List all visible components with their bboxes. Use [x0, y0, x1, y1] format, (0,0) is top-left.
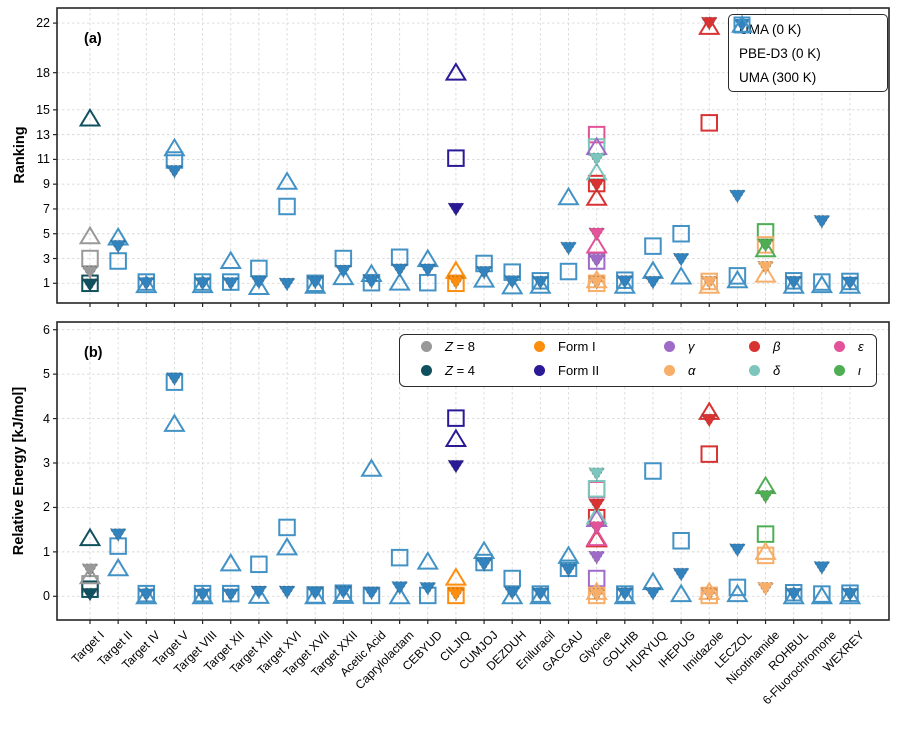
form-color-dot-icon	[664, 365, 675, 376]
form-legend-item-beta: β	[749, 339, 780, 354]
form-legend-item-FormII: Form II	[534, 363, 599, 378]
series-legend-item-pbe: PBE-D3 (0 K)	[729, 16, 887, 61]
panel-a-letter: (a)	[84, 31, 102, 47]
form-legend-item-alpha: α	[664, 363, 695, 378]
series-legend-label: UMA (0 K)	[739, 21, 802, 37]
form-legend-item-delta: δ	[749, 363, 780, 378]
triangle-up-open-icon	[731, 15, 753, 33]
ytick-b-3: 3	[43, 456, 50, 470]
form-color-dot-icon	[534, 365, 545, 376]
panel-a-markers	[78, 16, 862, 296]
form-legend-item-iota: ι	[834, 363, 861, 378]
series-legend: UMA (0 K) PBE-D3 (0 K) UMA (300 K)	[728, 14, 888, 92]
ytick-b-4: 4	[43, 411, 50, 426]
polymorph-legend: Z = 8 Form I γ β ε Z = 4 Form II α δ ι	[399, 334, 877, 387]
form-color-dot-icon	[834, 365, 845, 376]
ytick-a-15: 15	[36, 102, 50, 117]
form-legend-label: ε	[858, 339, 864, 354]
form-color-dot-icon	[534, 341, 545, 352]
series-legend-label: UMA (300 K)	[739, 69, 817, 85]
form-legend-item-eps: ε	[834, 339, 864, 354]
form-legend-label: α	[688, 363, 696, 378]
ytick-a-18: 18	[36, 65, 50, 80]
ytick-a-1: 1	[43, 276, 50, 291]
series-legend-label: PBE-D3 (0 K)	[739, 45, 821, 61]
form-legend-item-Z4: Z = 4	[421, 363, 475, 378]
form-legend-label: Form I	[558, 339, 596, 354]
ytick-b-2: 2	[43, 500, 50, 515]
panel-a	[53, 7, 890, 307]
ytick-a-9: 9	[43, 177, 50, 192]
form-legend-label: γ	[688, 339, 695, 354]
form-legend-label: β	[773, 339, 781, 354]
ytick-b-1: 1	[43, 544, 50, 559]
form-legend-item-FormI: Form I	[534, 339, 596, 354]
form-color-dot-icon	[421, 341, 432, 352]
ytick-b-5: 5	[43, 367, 50, 382]
form-legend-label: Z = 8	[445, 339, 475, 354]
form-legend-label: ι	[858, 363, 861, 378]
form-legend-label: δ	[773, 363, 781, 378]
series-legend-item-uma300: UMA (300 K)	[729, 15, 887, 85]
form-color-dot-icon	[421, 365, 432, 376]
ytick-b-0: 0	[43, 589, 50, 604]
form-color-dot-icon	[749, 365, 760, 376]
form-legend-label: Form II	[558, 363, 600, 378]
ytick-a-3: 3	[43, 251, 50, 266]
form-color-dot-icon	[834, 341, 845, 352]
form-legend-item-Z8: Z = 8	[421, 339, 475, 354]
form-legend-item-gamma: γ	[664, 339, 695, 354]
form-color-dot-icon	[664, 341, 675, 352]
ytick-a-11: 11	[37, 152, 50, 167]
panel-b-markers	[78, 372, 862, 605]
ytick-b-6: 6	[43, 322, 50, 337]
ytick-a-13: 13	[36, 127, 50, 142]
form-color-dot-icon	[749, 341, 760, 352]
ytick-a-5: 5	[43, 226, 50, 241]
ytick-a-22: 22	[36, 16, 50, 31]
panel-b-letter: (b)	[84, 345, 103, 361]
form-legend-label: Z = 4	[445, 363, 475, 378]
ytick-a-7: 7	[43, 201, 50, 216]
